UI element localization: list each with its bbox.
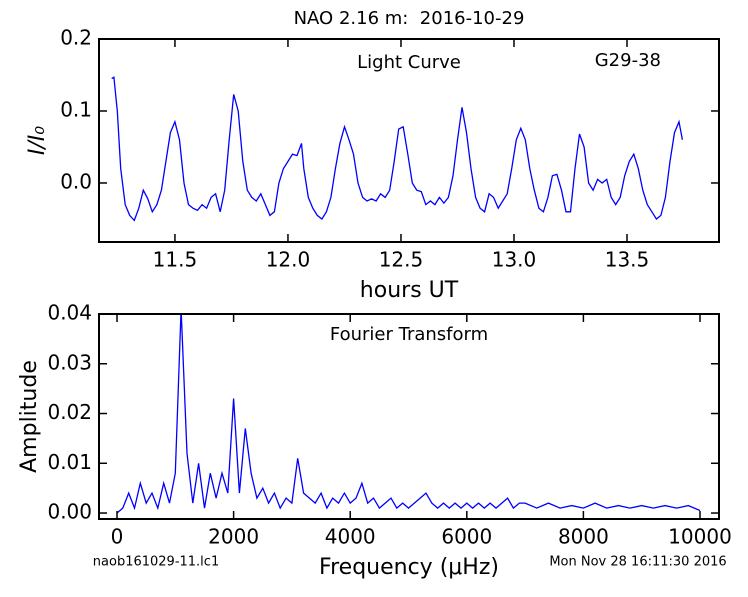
x-tick-label: 6000 (441, 525, 492, 549)
y-tick-label: 0.1 (60, 97, 92, 121)
x-axis-label: hours UT (360, 278, 459, 303)
y-tick-label: 0.04 (47, 301, 92, 325)
axes-frame (98, 38, 720, 243)
x-tick-label: 4000 (325, 525, 376, 549)
x-tick-label: 11.5 (153, 248, 198, 272)
timestamp: Mon Nov 28 16:11:30 2016 (549, 555, 726, 570)
x-tick-label: 12.0 (266, 248, 311, 272)
axes-frame (98, 313, 720, 520)
y-axis-label: I/I₀ (25, 126, 50, 155)
y-tick-label: 0.2 (60, 26, 92, 50)
y-tick-label: 0.02 (47, 400, 92, 424)
x-tick-label: 13.0 (492, 248, 537, 272)
annotation: G29-38 (595, 50, 661, 71)
x-tick-label: 10000 (668, 525, 732, 549)
file-name: naob161029-11.lc1 (93, 555, 219, 570)
x-tick-label: 0 (111, 525, 124, 549)
annotation: Fourier Transform (330, 324, 488, 345)
figure-title: NAO 2.16 m: 2016-10-29 (294, 8, 525, 29)
y-tick-label: 0.03 (47, 350, 92, 374)
data-line (116, 314, 701, 514)
x-axis-label: Frequency (μHz) (319, 555, 499, 580)
y-tick-label: 0.01 (47, 450, 92, 474)
plot-area (111, 76, 684, 222)
x-tick-label: 2000 (208, 525, 259, 549)
plot-area (116, 314, 701, 514)
annotation: Light Curve (357, 52, 461, 73)
y-tick-label: 0.0 (60, 169, 92, 193)
x-tick-label: 12.5 (379, 248, 424, 272)
x-tick-label: 13.5 (605, 248, 650, 272)
y-axis-label: Amplitude (17, 360, 42, 473)
y-tick-label: 0.00 (47, 500, 92, 524)
x-tick-label: 8000 (558, 525, 609, 549)
data-line (111, 76, 684, 222)
